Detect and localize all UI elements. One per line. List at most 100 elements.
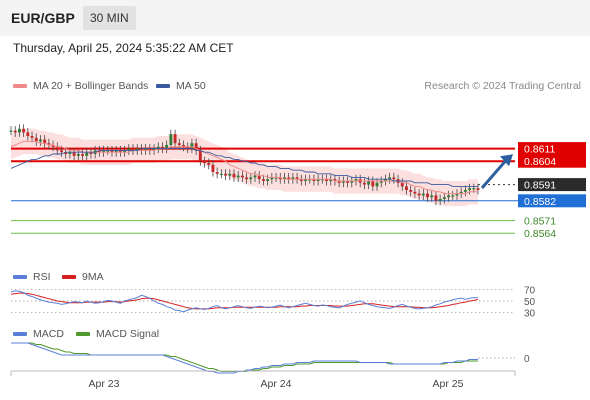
candle-body xyxy=(106,150,110,152)
candle-body xyxy=(118,150,122,153)
ma20-legend-label: MA 20 + Bollinger Bands xyxy=(33,80,149,92)
candle-body xyxy=(253,175,257,178)
candle-body xyxy=(257,175,261,180)
candle-body xyxy=(308,179,312,181)
macd-tick-label: 0 xyxy=(524,354,530,365)
candle-body xyxy=(333,179,337,181)
candle-body xyxy=(472,188,476,190)
candle-body xyxy=(203,161,206,163)
candle-body xyxy=(13,130,17,133)
macd-swatch xyxy=(13,332,27,336)
candle-body xyxy=(135,148,139,151)
level-label-0.8571: 0.8571 xyxy=(524,216,556,228)
candle-body xyxy=(114,150,118,153)
candle-body xyxy=(169,134,173,145)
candle-body xyxy=(228,173,232,176)
candle-body xyxy=(240,175,244,178)
candle-body xyxy=(55,146,59,151)
candle-body xyxy=(81,154,84,156)
candle-body xyxy=(463,190,467,192)
candle-body xyxy=(245,177,249,180)
candle-body xyxy=(9,130,13,132)
level-label-0.8591: 0.8591 xyxy=(524,180,556,192)
instrument-pair: EUR/GBP xyxy=(11,10,75,26)
candle-body xyxy=(362,182,366,185)
candle-body xyxy=(43,139,47,144)
x-tick-label: Apr 23 xyxy=(89,378,120,390)
candle-body xyxy=(316,179,320,181)
candle-body xyxy=(325,179,328,181)
candle-body xyxy=(47,143,51,145)
research-credit: Research © 2024 Trading Central xyxy=(424,80,581,92)
candle-body xyxy=(97,150,101,153)
candle-body xyxy=(278,177,282,180)
candle-body xyxy=(249,177,253,180)
candle-body xyxy=(375,182,379,187)
macd-signal-line xyxy=(11,342,478,373)
candle-body xyxy=(337,181,341,183)
candle-body xyxy=(329,179,333,181)
up-arrow-icon xyxy=(500,154,513,167)
candle-body xyxy=(165,145,169,149)
candle-body xyxy=(320,179,324,181)
rsi-legend-label: RSI xyxy=(33,271,51,283)
candle-body xyxy=(409,190,413,192)
candle-body xyxy=(26,132,30,136)
x-tick-label: Apr 25 xyxy=(433,378,464,390)
candle-body xyxy=(60,150,63,153)
level-tag-0.8591 xyxy=(518,178,586,192)
candle-body xyxy=(72,152,76,156)
candle-body xyxy=(22,128,26,133)
candle-body xyxy=(451,195,455,197)
rsi-ma-swatch xyxy=(62,275,76,279)
candle-body xyxy=(102,150,106,153)
candle-body xyxy=(304,179,307,181)
level-label-0.8611: 0.8611 xyxy=(524,144,555,156)
candle-body xyxy=(434,195,438,201)
timeframe-selector[interactable]: 30 MIN xyxy=(83,6,136,30)
candle-body xyxy=(438,199,442,201)
legend-macd: MACD xyxy=(13,328,64,340)
candle-body xyxy=(156,146,160,149)
candle-body xyxy=(148,148,152,151)
candle-body xyxy=(152,148,156,151)
candle-body xyxy=(182,145,185,147)
candle-body xyxy=(266,179,270,181)
candle-body xyxy=(379,181,383,183)
candle-body xyxy=(186,146,190,149)
candle-body xyxy=(190,143,194,149)
chart-datetime: Thursday, April 25, 2024 5:35:22 AM CET xyxy=(13,41,234,55)
candle-body xyxy=(76,154,80,156)
candle-body xyxy=(405,186,408,190)
candle-body xyxy=(341,181,345,183)
candle-body xyxy=(34,137,38,142)
candle-body xyxy=(68,152,72,154)
ma50-swatch xyxy=(156,84,170,88)
legend-ma50: MA 50 xyxy=(156,80,206,92)
candle-body xyxy=(468,188,472,190)
rsi-line xyxy=(10,290,478,313)
candle-body xyxy=(274,177,278,179)
candle-body xyxy=(177,143,181,145)
candle-body xyxy=(447,195,451,198)
candle-body xyxy=(354,179,358,181)
candle-body xyxy=(219,173,223,175)
legend-rsi: RSI xyxy=(13,271,51,283)
candle-body xyxy=(224,173,228,176)
candle-body xyxy=(455,193,459,196)
candle-body xyxy=(236,175,240,178)
candle-body xyxy=(430,195,434,198)
macd-legend-label: MACD xyxy=(33,328,64,340)
candle-body xyxy=(261,179,265,181)
legend-macd-signal: MACD Signal xyxy=(76,328,159,340)
candle-body xyxy=(350,181,354,183)
candle-body xyxy=(131,148,135,151)
candle-body xyxy=(299,179,303,181)
candle-body xyxy=(127,148,131,151)
candle-body xyxy=(400,182,404,187)
x-tick-label: Apr 24 xyxy=(261,378,292,390)
candle-body xyxy=(392,177,396,180)
rsi-ma-legend-label: 9MA xyxy=(82,271,104,283)
legend-ma20: MA 20 + Bollinger Bands xyxy=(13,80,148,92)
candle-body xyxy=(287,177,291,180)
